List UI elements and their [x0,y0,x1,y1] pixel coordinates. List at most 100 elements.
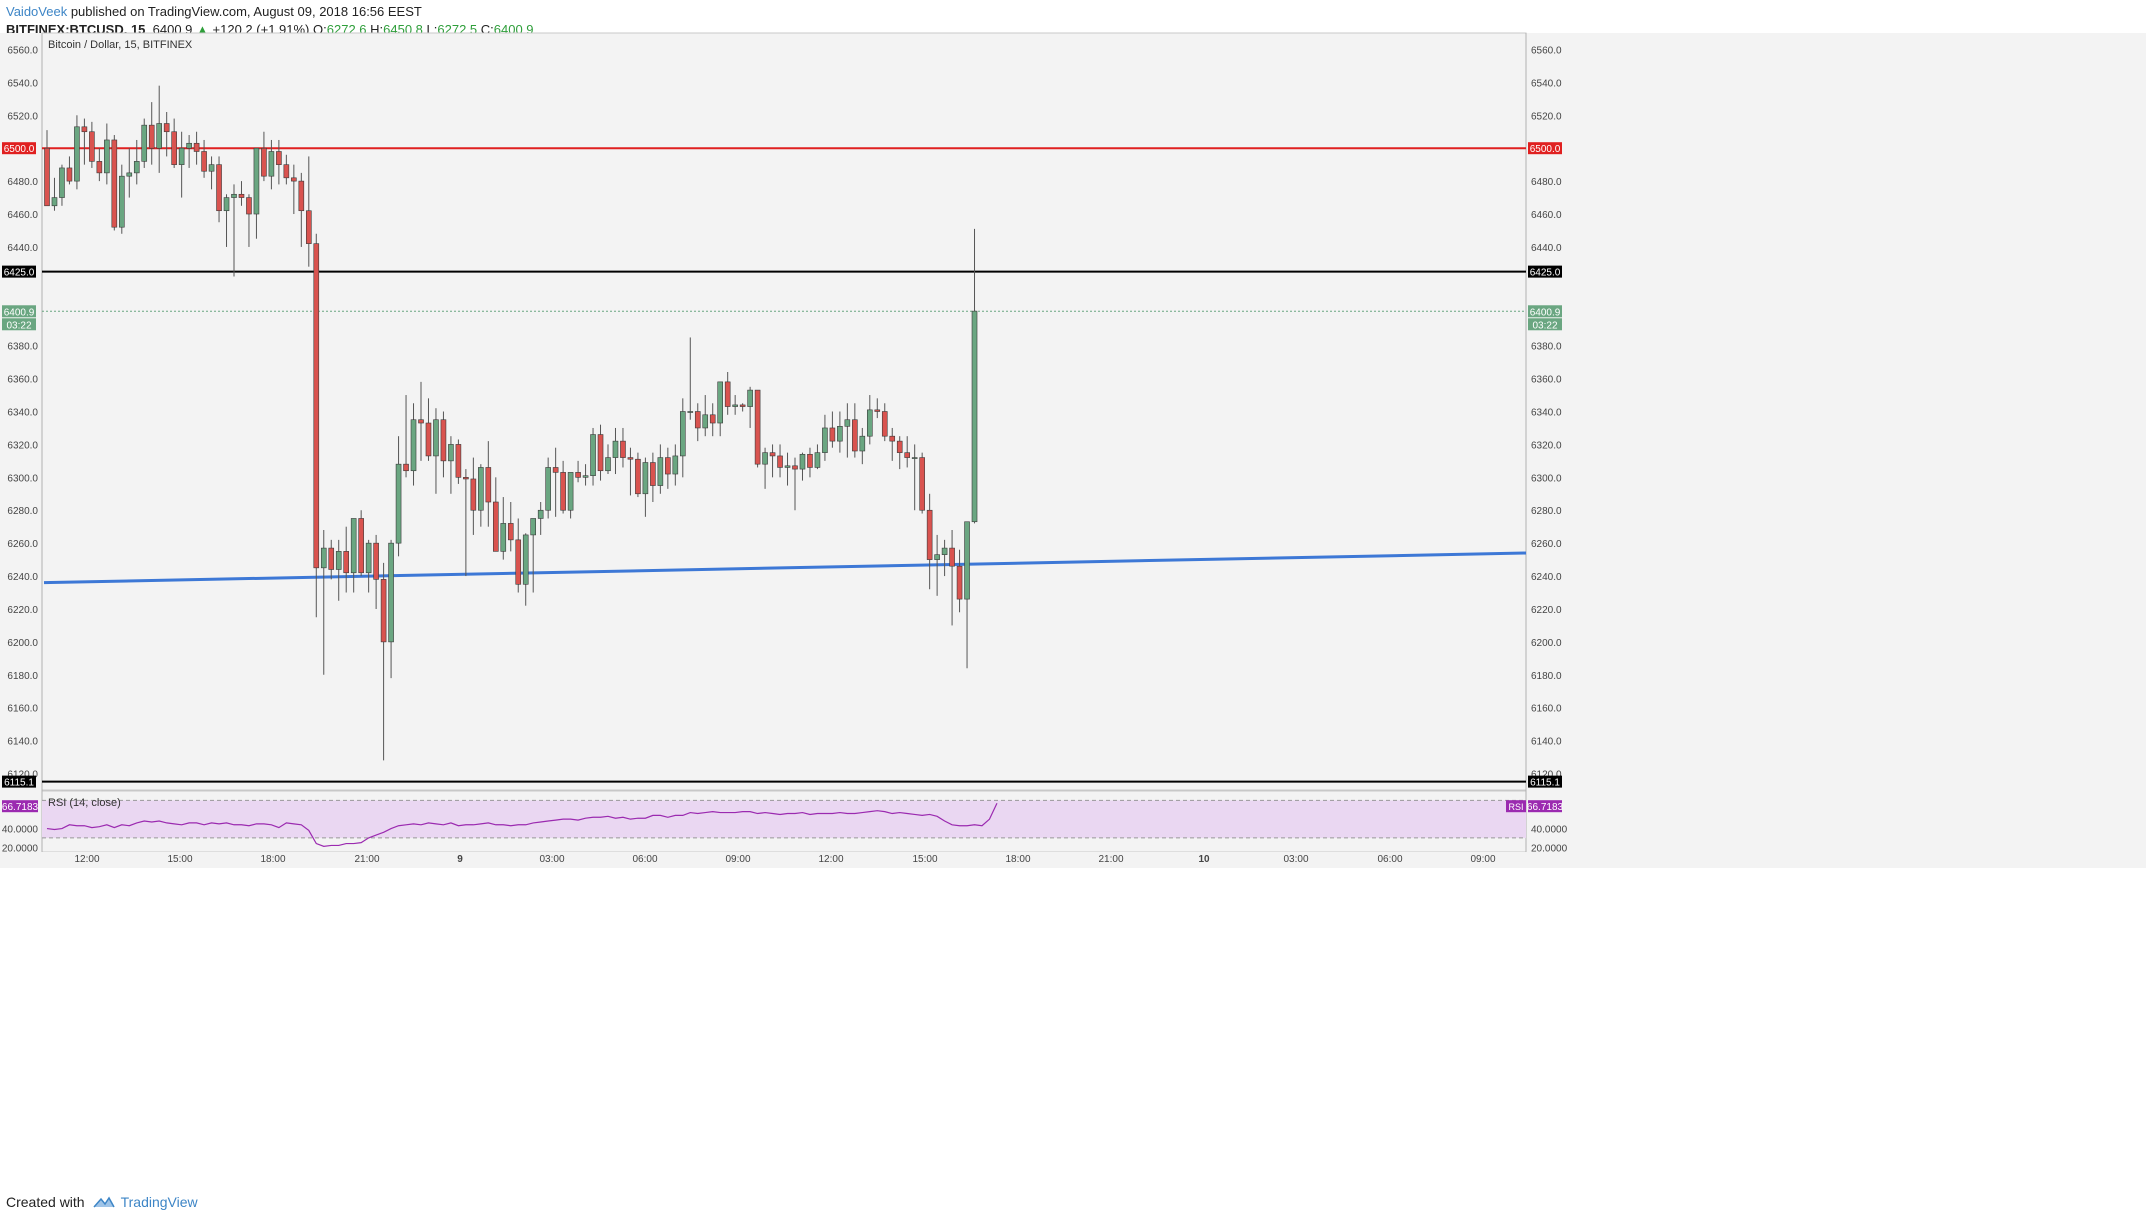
candle-body[interactable] [702,414,709,429]
candle-body[interactable] [852,419,858,452]
candle-body[interactable] [126,172,133,177]
candle-body[interactable] [747,389,753,407]
candle-body[interactable] [582,475,589,478]
tradingview-link[interactable]: TradingView [93,1194,198,1210]
candle-body[interactable] [560,472,566,511]
candle-body[interactable] [971,310,978,523]
candle-body[interactable] [866,409,873,437]
candle-body[interactable] [81,126,88,133]
candle-body[interactable] [911,457,918,459]
candle-body[interactable] [148,124,155,149]
candle-body[interactable] [380,579,387,643]
candle-body[interactable] [276,151,282,165]
candle-body[interactable] [522,534,529,585]
candle-body[interactable] [246,197,252,215]
candle-body[interactable] [492,501,499,552]
candle-body[interactable] [777,455,783,468]
candle-body[interactable] [792,465,798,470]
candle-body[interactable] [859,435,866,452]
candle-body[interactable] [335,551,342,570]
candle-body[interactable] [343,551,350,574]
candle-body[interactable] [365,542,372,574]
candle-body[interactable] [418,419,424,424]
candle-body[interactable] [395,463,402,544]
candle-body[interactable] [769,452,776,457]
price-pane[interactable] [41,32,1527,791]
candle-body[interactable] [66,167,73,182]
candle-body[interactable] [552,467,559,473]
candle-body[interactable] [455,444,462,478]
candle-body[interactable] [739,404,746,407]
candle-body[interactable] [687,411,694,413]
candle-body[interactable] [410,419,417,472]
candle-body[interactable] [904,452,911,458]
candle-body[interactable] [51,197,58,207]
candle-body[interactable] [298,180,305,212]
candle-body[interactable] [784,465,791,468]
candle-body[interactable] [672,455,679,475]
candle-body[interactable] [328,547,335,570]
candle-body[interactable] [89,131,95,162]
candle-body[interactable] [694,411,701,429]
candle-body[interactable] [657,457,664,486]
candle-body[interactable] [373,542,379,580]
candle-body[interactable] [403,463,409,472]
candle-body[interactable] [597,434,604,472]
candle-body[interactable] [231,193,237,198]
candle-body[interactable] [814,452,821,468]
candle-body[interactable] [605,457,611,472]
candle-body[interactable] [253,147,260,215]
candle-body[interactable] [620,440,626,458]
candle-body[interactable] [964,521,970,600]
candle-body[interactable] [590,434,596,476]
candle-body[interactable] [881,411,888,437]
candle-body[interactable] [470,478,477,511]
candle-body[interactable] [717,381,724,424]
candle-body[interactable] [545,467,551,511]
candle-body[interactable] [724,381,731,407]
candle-body[interactable] [530,518,537,536]
candle-body[interactable] [238,193,245,198]
candle-body[interactable] [709,414,716,424]
candle-body[interactable] [612,440,619,458]
candle-body[interactable] [208,164,215,172]
blue-trendline[interactable] [43,551,1527,585]
candle-body[interactable] [223,197,230,212]
candle-body[interactable] [642,462,649,495]
candle-body[interactable] [762,452,768,465]
candle-body[interactable] [627,457,634,460]
candle-body[interactable] [575,472,581,478]
candle-body[interactable] [679,411,686,457]
candle-body[interactable] [268,151,275,177]
candle-body[interactable] [141,124,148,162]
candle-body[interactable] [949,547,955,567]
candle-body[interactable] [941,547,948,555]
candle-body[interactable] [889,435,896,442]
candle-body[interactable] [216,164,222,212]
candle-body[interactable] [291,177,297,182]
candle-body[interactable] [507,523,514,541]
candle-body[interactable] [59,167,65,198]
candle-body[interactable] [261,147,267,177]
candle-body[interactable] [485,467,492,503]
candle-body[interactable] [163,123,170,133]
candle-body[interactable] [822,427,828,453]
candle-body[interactable] [358,518,364,574]
candle-body[interactable] [388,542,394,643]
candle-body[interactable] [896,440,903,453]
candle-body[interactable] [104,139,110,174]
candle-body[interactable] [171,131,177,165]
candle-body[interactable] [74,126,80,182]
candle-body[interactable] [732,404,738,407]
candle-body[interactable] [448,444,454,462]
candle-body[interactable] [96,161,103,174]
candle-body[interactable] [754,389,761,465]
candle-body[interactable] [433,419,439,457]
candle-body[interactable] [837,426,843,442]
candle-body[interactable] [799,453,806,470]
candle-body[interactable] [537,509,544,519]
candle-body[interactable] [119,175,125,228]
candle-body[interactable] [478,467,484,511]
candle-body[interactable] [844,419,851,427]
